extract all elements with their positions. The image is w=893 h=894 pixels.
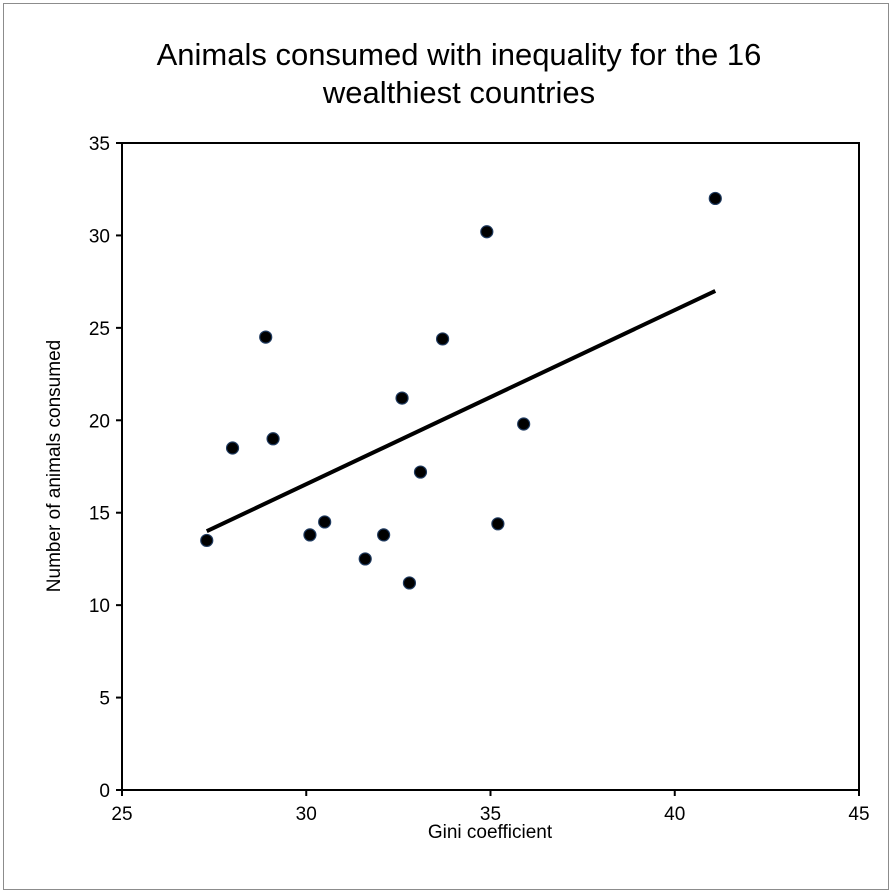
y-tick-label: 20 — [89, 411, 110, 432]
x-tick-label: 45 — [848, 804, 869, 825]
scatter-chart: Animals consumed with inequality for the… — [44, 37, 870, 843]
data-point — [266, 432, 280, 446]
data-point — [200, 533, 214, 548]
data-point — [402, 576, 417, 590]
x-axis: 25 30 35 40 45 — [111, 790, 870, 825]
chart-frame: Animals consumed with inequality for the… — [3, 3, 889, 890]
y-tick-label: 30 — [89, 226, 110, 247]
y-tick-label: 35 — [89, 134, 110, 155]
x-tick-label: 30 — [296, 804, 317, 825]
data-points — [200, 191, 722, 590]
y-tick-label: 15 — [89, 504, 110, 525]
trendline — [205, 289, 717, 534]
data-point — [358, 552, 372, 566]
plot-area — [121, 142, 860, 791]
x-tick-label: 40 — [664, 804, 685, 825]
chart-title-line-1: Animals consumed with inequality for the… — [157, 37, 762, 72]
data-point — [395, 391, 409, 405]
data-point — [225, 441, 240, 455]
data-point — [413, 465, 428, 479]
data-point — [480, 225, 494, 239]
data-point — [303, 528, 317, 542]
data-point — [259, 330, 273, 344]
data-point — [517, 417, 531, 431]
data-point — [435, 332, 450, 346]
data-point — [318, 515, 332, 529]
y-tick-label: 5 — [99, 689, 110, 710]
y-axis: 0 5 10 15 20 25 30 35 — [89, 134, 122, 802]
data-point — [708, 191, 722, 206]
x-axis-label: Gini coefficient — [428, 822, 553, 843]
x-tick-label: 35 — [480, 804, 501, 825]
x-tick-label: 25 — [111, 804, 132, 825]
y-tick-label: 25 — [89, 319, 110, 340]
data-point — [377, 528, 391, 542]
y-axis-label: Number of animals consumed — [44, 340, 65, 592]
chart-title-line-2: wealthiest countries — [322, 75, 595, 110]
y-tick-label: 0 — [99, 781, 110, 802]
y-tick-label: 10 — [89, 596, 110, 617]
data-point — [491, 517, 505, 531]
